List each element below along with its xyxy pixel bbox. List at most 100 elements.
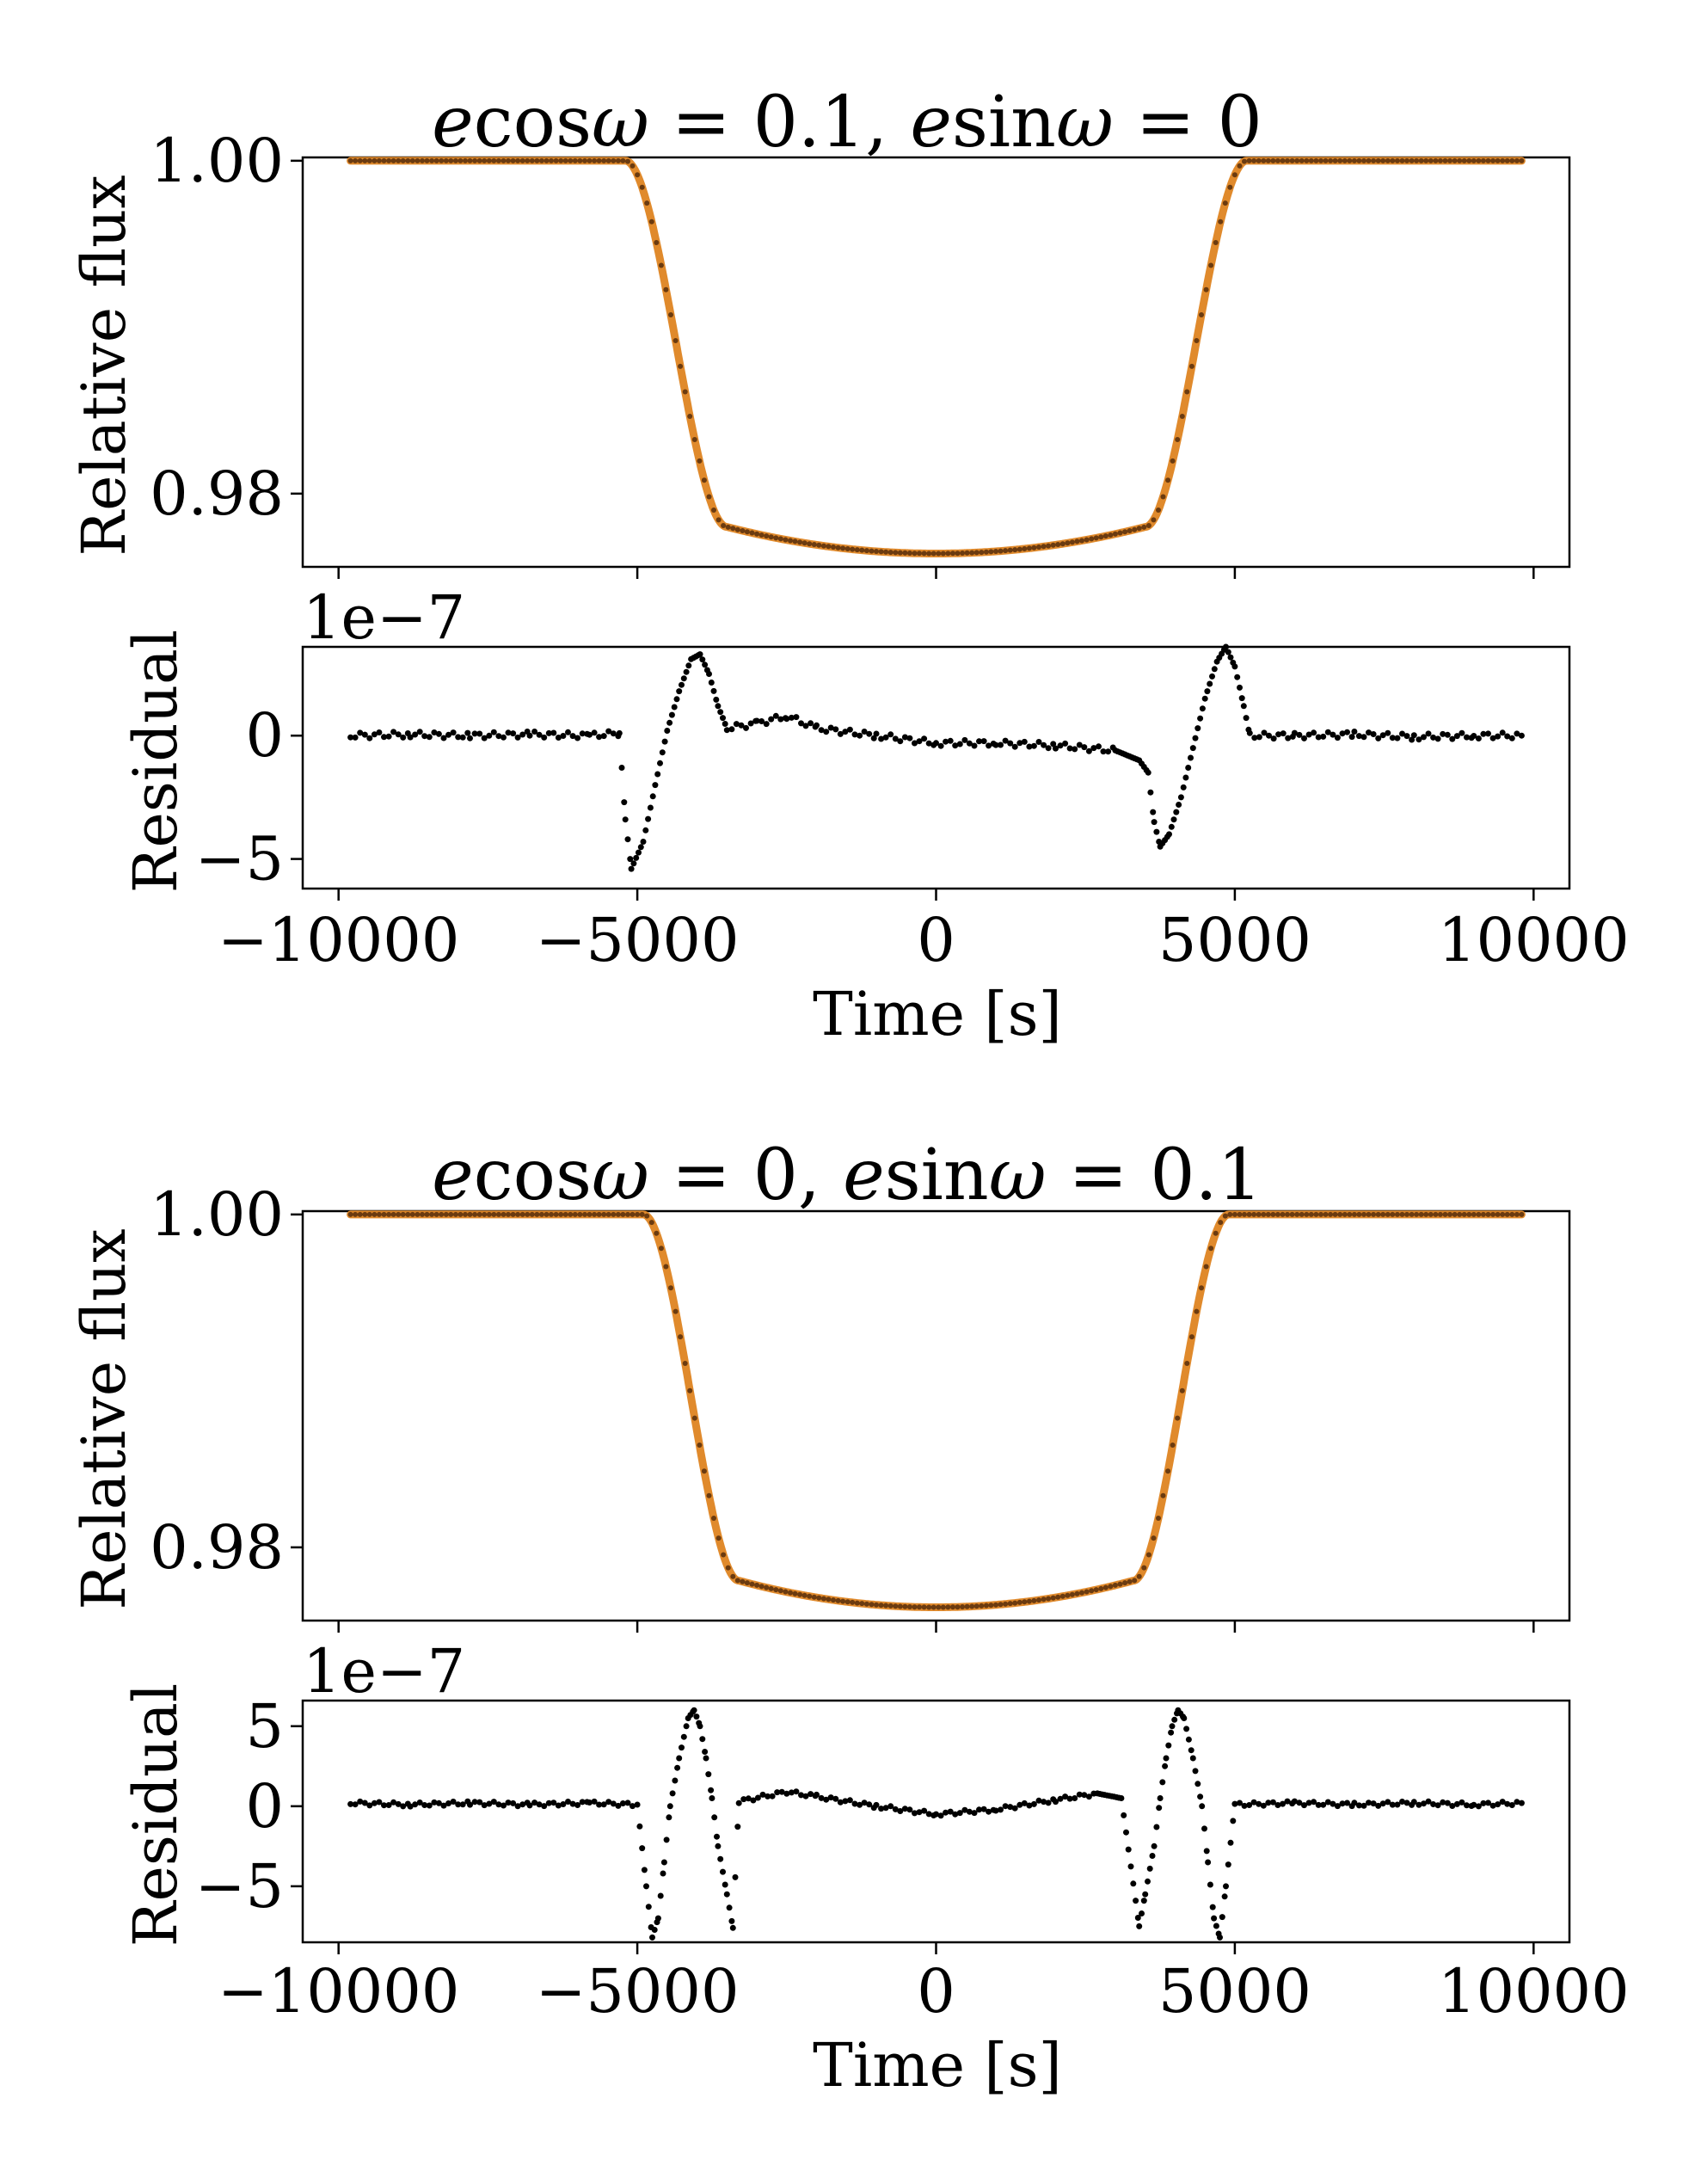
flux-data-point [452, 1211, 458, 1217]
residual-data-point [697, 651, 703, 658]
flux-data-point [1127, 1578, 1133, 1584]
flux-data-point [1514, 157, 1520, 163]
flux-data-point [1280, 157, 1286, 163]
residual-xtick-label: 5000 [1158, 905, 1311, 975]
flux-data-point [1509, 1211, 1515, 1217]
residual-data-point [1231, 1800, 1238, 1807]
residual-data-point [1339, 1800, 1346, 1807]
residual-data-point [1464, 734, 1470, 741]
flux-data-point [495, 1211, 501, 1217]
residual-data-point [1315, 734, 1322, 741]
residual-data-point [672, 1777, 679, 1784]
residual-data-point [1301, 735, 1307, 741]
residual-data-point [734, 1824, 741, 1830]
residual-data-point [1159, 1779, 1166, 1786]
flux-data-point [869, 1602, 875, 1608]
flux-data-point [558, 157, 564, 163]
residual-data-point [1053, 745, 1059, 752]
flux-data-point [1246, 1211, 1252, 1217]
residual-data-point [1140, 1898, 1147, 1904]
flux-data-point [801, 540, 808, 546]
flux-data-point [390, 1211, 396, 1217]
residual-data-point [600, 1801, 607, 1808]
residual-data-point [1072, 1795, 1078, 1801]
flux-data-point [629, 1211, 636, 1217]
residual-data-point [720, 715, 726, 722]
flux-data-point [854, 1600, 860, 1606]
residual-data-point [846, 1797, 853, 1804]
flux-data-point [1500, 157, 1506, 163]
residual-data-point [531, 1799, 538, 1806]
flux-data-point [1476, 157, 1482, 163]
flux-data-point [1112, 1582, 1118, 1588]
residual-data-point [961, 1806, 968, 1813]
residual-data-point [1188, 1747, 1194, 1754]
residual-data-point [1410, 732, 1417, 739]
flux-data-point [1428, 157, 1434, 163]
flux-data-point [376, 1211, 382, 1217]
residual-data-point [579, 1799, 586, 1806]
residual-data-point [673, 696, 680, 703]
residual-ytick-label: 0 [245, 700, 284, 771]
residual-data-point [837, 730, 844, 737]
flux-data-point [443, 157, 449, 163]
residual-data-point [1185, 1736, 1192, 1743]
flux-data-point [788, 538, 793, 544]
flux-data-point [1452, 157, 1458, 163]
residual-ytick-label: −5 [195, 824, 284, 895]
title-bottom-omega: ω [592, 1135, 649, 1216]
residual-data-point [1385, 1799, 1391, 1806]
flux-data-point [1385, 157, 1391, 163]
flux-data-point [1308, 1211, 1314, 1217]
residual-data-point [823, 1796, 830, 1803]
flux-data-point [515, 1211, 521, 1217]
flux-data-point [979, 1603, 985, 1609]
flux-data-point [1433, 157, 1439, 163]
flux-data-point [1059, 1593, 1066, 1599]
flux-data-point [1347, 1211, 1353, 1217]
residual-data-point [645, 815, 652, 822]
residual-data-point [1207, 1881, 1213, 1888]
residual-data-point [1430, 1801, 1437, 1807]
title-top-omega2: ω [1056, 82, 1114, 163]
residual-data-point [1270, 735, 1277, 742]
residual-data-point [1489, 735, 1496, 741]
flux-data-point [1394, 1211, 1400, 1217]
flux-data-point [777, 536, 783, 542]
xlabel-bottom: Time [s] [813, 2030, 1062, 2101]
residual-data-point [459, 734, 466, 741]
residual-data-point [676, 1755, 683, 1762]
residual-data-point [657, 760, 663, 766]
residual-data-point [471, 730, 478, 737]
flux-data-point [1156, 1516, 1161, 1521]
flux-data-point [1160, 494, 1166, 500]
residual-data-point [666, 1803, 673, 1810]
flux-data-point [482, 1211, 488, 1217]
residual-data-point [1301, 1802, 1307, 1809]
residual-data-point [1475, 735, 1482, 741]
flux-data-point [568, 157, 574, 163]
flux-data-point [792, 1590, 798, 1596]
flux-data-point [1231, 1211, 1237, 1217]
flux-data-point [458, 1211, 464, 1217]
flux-data-point [529, 157, 535, 163]
flux-data-point [1188, 363, 1194, 369]
residual-data-point [1344, 729, 1350, 735]
residual-data-point [645, 1904, 652, 1910]
residual-data-point [495, 1801, 502, 1808]
flux-data-point [1242, 158, 1247, 164]
flux-data-point [362, 1211, 368, 1217]
flux-data-point [672, 338, 679, 343]
flux-data-point [582, 1211, 587, 1217]
residual-data-point [1480, 730, 1487, 737]
residual-data-point [873, 730, 880, 737]
flux-data-point [1356, 157, 1362, 163]
flux-data-point [1447, 1211, 1452, 1217]
residual-data-point [505, 729, 512, 736]
flux-data-point [1102, 1584, 1109, 1590]
residual-data-point [1223, 1883, 1229, 1890]
flux-data-point [1194, 338, 1200, 343]
residual-data-point [992, 741, 999, 748]
flux-data-point [921, 551, 927, 557]
residual-data-point [1171, 1716, 1178, 1723]
